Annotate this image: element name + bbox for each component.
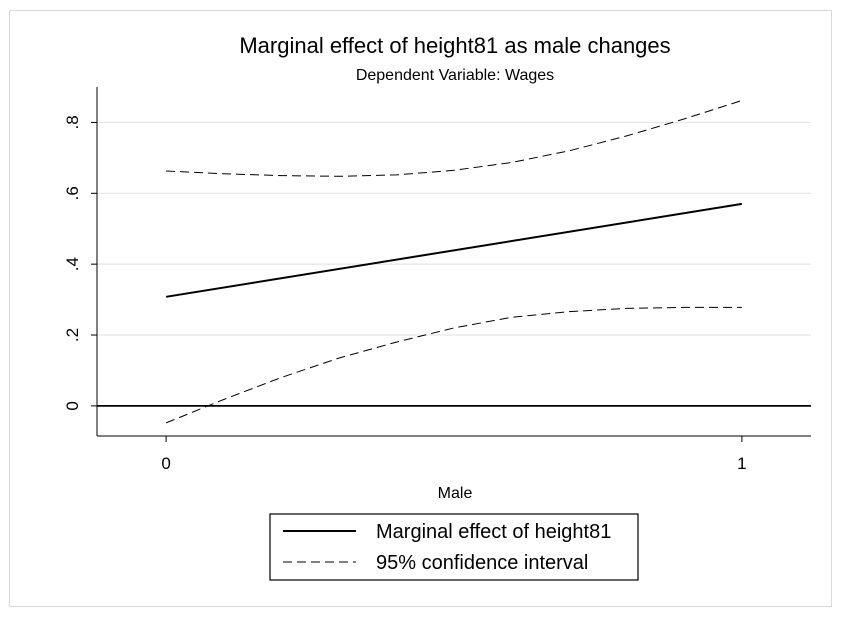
marginal-effect-line	[165, 202, 743, 298]
chart-subtitle: Dependent Variable: Wages	[356, 67, 554, 84]
chart-title: Marginal effect of height81 as male chan…	[239, 33, 670, 58]
axes: 0 .2 .4 .6 .8 0 1	[63, 87, 811, 473]
y-tick-label: .2	[63, 328, 82, 342]
y-tick-label: .4	[63, 257, 82, 271]
y-tick-label: .6	[63, 186, 82, 200]
x-tick-label: 0	[161, 454, 170, 473]
y-tick-label: 0	[63, 401, 82, 410]
series-lines	[97, 100, 811, 424]
grid-lines	[97, 121, 811, 336]
x-tick-label: 1	[737, 454, 746, 473]
legend-label-effect: Marginal effect of height81	[376, 521, 611, 543]
chart-frame	[9, 10, 832, 607]
ci-lower-line	[165, 306, 742, 424]
x-axis-label: Male	[438, 485, 473, 502]
legend-label-ci: 95% confidence interval	[376, 552, 588, 574]
legend-box	[269, 513, 639, 581]
ci-upper-line	[166, 100, 743, 177]
legend: Marginal effect of height81 95% confiden…	[269, 513, 639, 581]
y-tick-label: .8	[63, 115, 82, 129]
